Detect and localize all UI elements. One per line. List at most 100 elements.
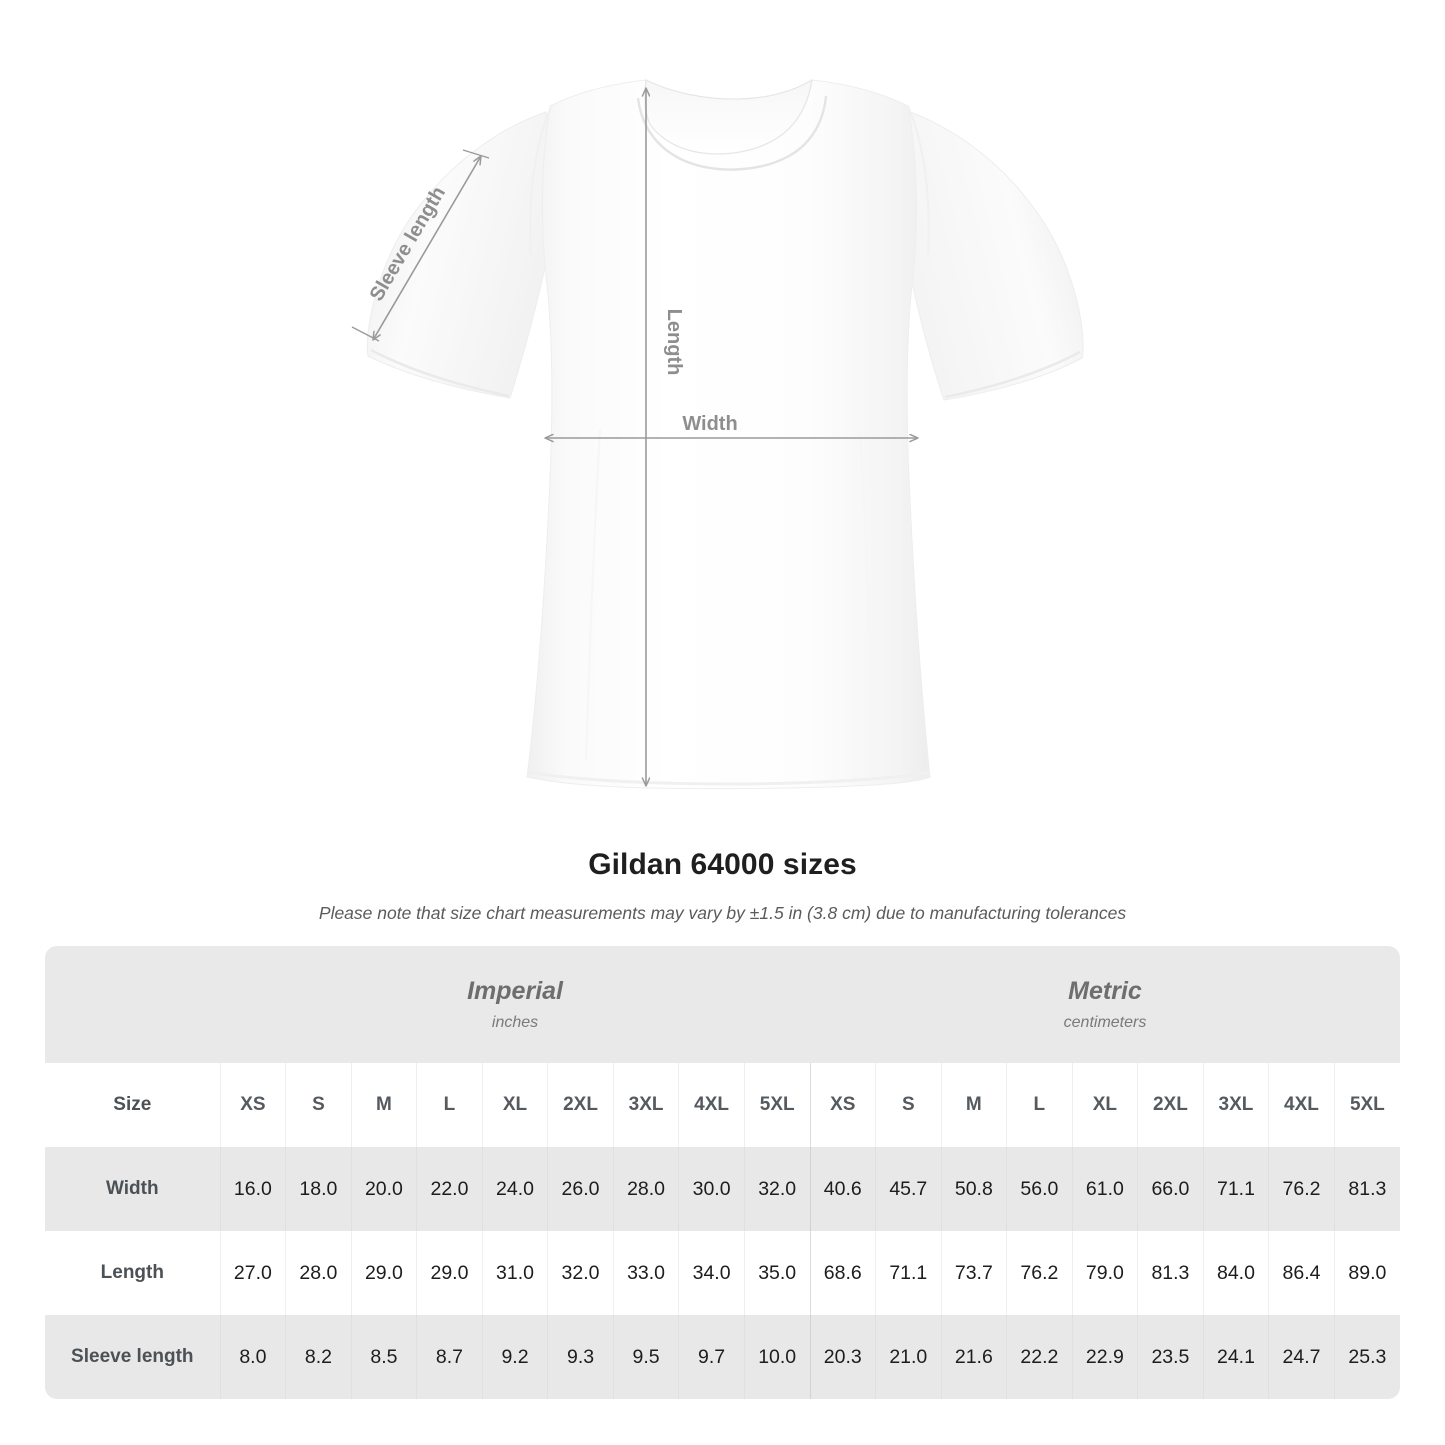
unit-system-metric: Metric centimeters <box>810 946 1400 1063</box>
collar-ribbing <box>636 95 828 171</box>
cell-length-imperial-xs: 27.0 <box>219 1231 286 1315</box>
unit-banner-spacer <box>45 946 221 1063</box>
cell-length-metric-xl: 79.0 <box>1071 1231 1138 1315</box>
unit-system-metric-sub: centimeters <box>1063 1013 1147 1031</box>
cell-width-imperial-5xl: 32.0 <box>743 1147 810 1231</box>
size-header-metric-xs: XS <box>809 1063 876 1147</box>
cell-width-metric-4xl: 76.2 <box>1268 1147 1335 1231</box>
cell-width-metric-2xl: 66.0 <box>1137 1147 1204 1231</box>
cell-sleeve-metric-5xl: 25.3 <box>1333 1315 1400 1399</box>
cell-length-metric-4xl: 86.4 <box>1268 1231 1335 1315</box>
size-header-metric-l: L <box>1006 1063 1073 1147</box>
size-header-metric-4xl: 4XL <box>1268 1063 1335 1147</box>
cell-length-metric-s: 71.1 <box>875 1231 942 1315</box>
size-chart-container: Imperial inches Metric centimeters Size … <box>45 946 1400 1399</box>
cell-sleeve-metric-3xl: 24.1 <box>1202 1315 1269 1399</box>
cell-length-imperial-3xl: 33.0 <box>612 1231 679 1315</box>
width-dimension: Width <box>545 413 918 438</box>
fabric-fold-left <box>585 429 601 761</box>
length-label: Length <box>663 309 685 376</box>
cell-length-imperial-l: 29.0 <box>416 1231 483 1315</box>
cell-sleeve-imperial-4xl: 9.7 <box>678 1315 745 1399</box>
cell-sleeve-imperial-xs: 8.0 <box>219 1315 286 1399</box>
size-header-imperial-m: M <box>350 1063 417 1147</box>
row-label-width: Width <box>45 1147 221 1231</box>
cell-width-imperial-xs: 16.0 <box>219 1147 286 1231</box>
measurement-tolerance-note: Please note that size chart measurements… <box>318 903 1127 923</box>
cell-sleeve-metric-4xl: 24.7 <box>1268 1315 1335 1399</box>
size-header-imperial-4xl: 4XL <box>678 1063 745 1147</box>
cell-width-imperial-3xl: 28.0 <box>612 1147 679 1231</box>
cell-sleeve-metric-m: 21.6 <box>940 1315 1007 1399</box>
table-row: Length 27.0 28.0 29.0 29.0 31.0 32.0 33.… <box>45 1231 1400 1315</box>
width-label: Width <box>682 413 737 435</box>
size-header-imperial-5xl: 5XL <box>743 1063 810 1147</box>
cell-length-imperial-s: 28.0 <box>285 1231 352 1315</box>
cell-sleeve-imperial-m: 8.5 <box>350 1315 417 1399</box>
cell-sleeve-imperial-2xl: 9.3 <box>547 1315 614 1399</box>
cell-length-imperial-m: 29.0 <box>350 1231 417 1315</box>
fabric-fold-right <box>859 429 875 761</box>
unit-system-metric-name: Metric <box>1068 976 1142 1005</box>
size-header-imperial-l: L <box>416 1063 483 1147</box>
unit-system-imperial: Imperial inches <box>220 946 810 1063</box>
size-header-metric-5xl: 5XL <box>1333 1063 1400 1147</box>
hem-line <box>526 770 931 786</box>
cell-width-imperial-l: 22.0 <box>416 1147 483 1231</box>
cell-width-metric-xs: 40.6 <box>809 1147 876 1231</box>
size-header-imperial-xs: XS <box>219 1063 286 1147</box>
size-chart-table: Imperial inches Metric centimeters Size … <box>45 946 1400 1399</box>
cell-sleeve-imperial-s: 8.2 <box>285 1315 352 1399</box>
cell-width-metric-3xl: 71.1 <box>1202 1147 1269 1231</box>
cell-width-metric-m: 50.8 <box>940 1147 1007 1231</box>
cell-length-imperial-4xl: 34.0 <box>678 1231 745 1315</box>
size-header-metric-2xl: 2XL <box>1137 1063 1204 1147</box>
cell-sleeve-metric-s: 21.0 <box>875 1315 942 1399</box>
cell-width-metric-5xl: 81.3 <box>1333 1147 1400 1231</box>
cell-sleeve-imperial-3xl: 9.5 <box>612 1315 679 1399</box>
collar-outer <box>644 78 813 155</box>
cell-length-metric-m: 73.7 <box>940 1231 1007 1315</box>
unit-system-imperial-sub: inches <box>491 1013 539 1031</box>
size-header-metric-3xl: 3XL <box>1202 1063 1269 1147</box>
cell-width-metric-l: 56.0 <box>1006 1147 1073 1231</box>
right-sleeve <box>900 109 1084 401</box>
size-header-row: Size XS S M L XL 2XL 3XL 4XL 5XL XS S M … <box>45 1063 1400 1147</box>
cell-length-imperial-5xl: 35.0 <box>743 1231 810 1315</box>
page-title: Gildan 64000 sizes <box>588 848 857 881</box>
chart-heading: Gildan 64000 sizes Please note that size… <box>0 845 1445 925</box>
right-shoulder-seam <box>907 105 930 255</box>
unit-systems-row: Imperial inches Metric centimeters <box>45 946 1400 1063</box>
cell-sleeve-metric-xl: 22.9 <box>1071 1315 1138 1399</box>
cell-length-metric-xs: 68.6 <box>809 1231 876 1315</box>
cell-length-metric-3xl: 84.0 <box>1202 1231 1269 1315</box>
cell-sleeve-metric-l: 22.2 <box>1006 1315 1073 1399</box>
cell-sleeve-imperial-5xl: 10.0 <box>743 1315 810 1399</box>
cell-width-metric-xl: 61.0 <box>1071 1147 1138 1231</box>
left-sleeve-hem <box>370 348 510 398</box>
cell-width-metric-s: 45.7 <box>875 1147 942 1231</box>
garment-diagram: Sleeve length Length Width <box>351 78 1084 790</box>
cell-length-imperial-2xl: 32.0 <box>547 1231 614 1315</box>
cell-width-imperial-m: 20.0 <box>350 1147 417 1231</box>
size-header-metric-xl: XL <box>1071 1063 1138 1147</box>
sleeve-length-arrow <box>373 156 481 340</box>
cell-sleeve-imperial-xl: 9.2 <box>481 1315 548 1399</box>
size-header-metric-s: S <box>875 1063 942 1147</box>
cell-sleeve-metric-xs: 20.3 <box>809 1315 876 1399</box>
cell-length-metric-l: 76.2 <box>1006 1231 1073 1315</box>
table-row: Width 16.0 18.0 20.0 22.0 24.0 26.0 28.0… <box>45 1147 1400 1231</box>
size-header-imperial-2xl: 2XL <box>547 1063 614 1147</box>
left-shoulder-seam <box>529 106 552 255</box>
cell-length-imperial-xl: 31.0 <box>481 1231 548 1315</box>
cell-length-metric-2xl: 81.3 <box>1137 1231 1204 1315</box>
cell-sleeve-imperial-l: 8.7 <box>416 1315 483 1399</box>
header-label-size: Size <box>45 1063 221 1147</box>
cell-width-imperial-2xl: 26.0 <box>547 1147 614 1231</box>
size-header-imperial-s: S <box>285 1063 352 1147</box>
cell-width-imperial-s: 18.0 <box>285 1147 352 1231</box>
cell-width-imperial-xl: 24.0 <box>481 1147 548 1231</box>
sleeve-extension-top <box>462 149 490 159</box>
row-label-sleeve-length: Sleeve length <box>45 1315 221 1399</box>
size-header-imperial-xl: XL <box>481 1063 548 1147</box>
